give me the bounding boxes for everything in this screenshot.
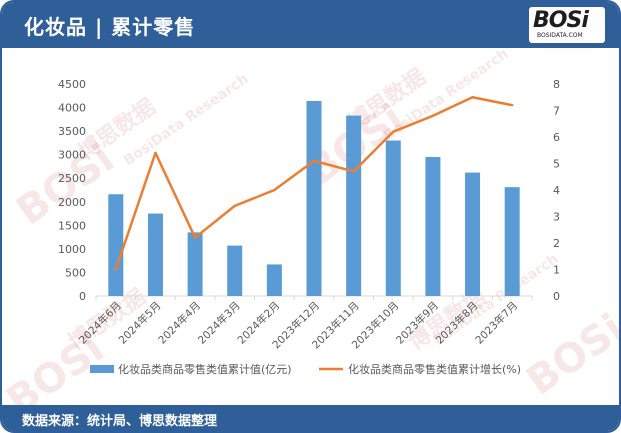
line-point [273, 188, 276, 192]
bar [425, 157, 441, 296]
legend-line-label: 化妆品类商品零售类值累计增长(%) [348, 362, 521, 376]
y-left-tick-label: 4500 [58, 78, 86, 91]
bar [346, 115, 362, 296]
combo-chart: 0 500 1000 1500 2000 2500 3000 3500 4000 4500 0 1 2 3… [58, 78, 560, 376]
y-right-tick-label: 2 [553, 237, 560, 250]
logo-text: BOSi [533, 8, 589, 33]
y-left-tick-label: 1500 [58, 219, 86, 232]
bar [187, 232, 203, 296]
header-bar: 化妆品 | 累计零售 BOSi BOSIDATA.COM [2, 2, 619, 48]
bar [227, 245, 243, 296]
bar [385, 140, 401, 296]
line-point [392, 130, 395, 133]
y-left-tick-label: 4000 [58, 102, 86, 115]
line-point [114, 268, 118, 271]
line-point [193, 236, 197, 239]
bosi-logo: BOSi BOSIDATA.COM [529, 7, 605, 43]
bar [504, 187, 520, 296]
bar [465, 172, 481, 296]
y-left-tick-label: 3000 [58, 149, 86, 162]
line-point [510, 104, 514, 107]
data-source: 数据来源：统计局、博思数据整理 [22, 414, 218, 429]
y-right-tick-label: 0 [553, 290, 560, 303]
y-right-tick-label: 1 [553, 264, 560, 277]
y-left-tick-label: 2000 [58, 196, 86, 209]
line-point [352, 170, 355, 173]
y-left-tick-label: 2500 [58, 172, 86, 185]
bar [306, 100, 322, 297]
page-title: 化妆品 | 累计零售 [24, 15, 196, 39]
x-tick-label: 2023年7月 [473, 299, 521, 347]
bar [266, 264, 282, 296]
line-point [471, 96, 474, 99]
y-left-tick-label: 1000 [58, 243, 86, 256]
bar [108, 194, 124, 296]
y-left-tick-label: 3500 [58, 125, 86, 138]
y-right-tick-label: 7 [553, 105, 560, 118]
line-point [233, 204, 236, 208]
y-right-tick-label: 5 [553, 158, 560, 171]
y-right-tick-label: 4 [553, 184, 560, 197]
legend-bar-label: 化妆品类商品零售类值累计值(亿元) [118, 362, 292, 376]
y-right-tick-label: 6 [553, 131, 560, 144]
legend-bar-swatch [90, 365, 114, 373]
line-point [431, 114, 435, 118]
y-right-tick-label: 3 [553, 211, 560, 224]
y-left-tick-label: 0 [79, 290, 86, 303]
footer-bar: 数据来源：统计局、博思数据整理 [2, 405, 619, 431]
line-point [154, 151, 157, 155]
y-left-tick-label: 500 [65, 266, 86, 279]
bar [147, 213, 163, 296]
logo-subtext: BOSIDATA.COM [537, 32, 583, 39]
y-right-tick-label: 8 [553, 78, 560, 91]
line-point [312, 159, 316, 163]
